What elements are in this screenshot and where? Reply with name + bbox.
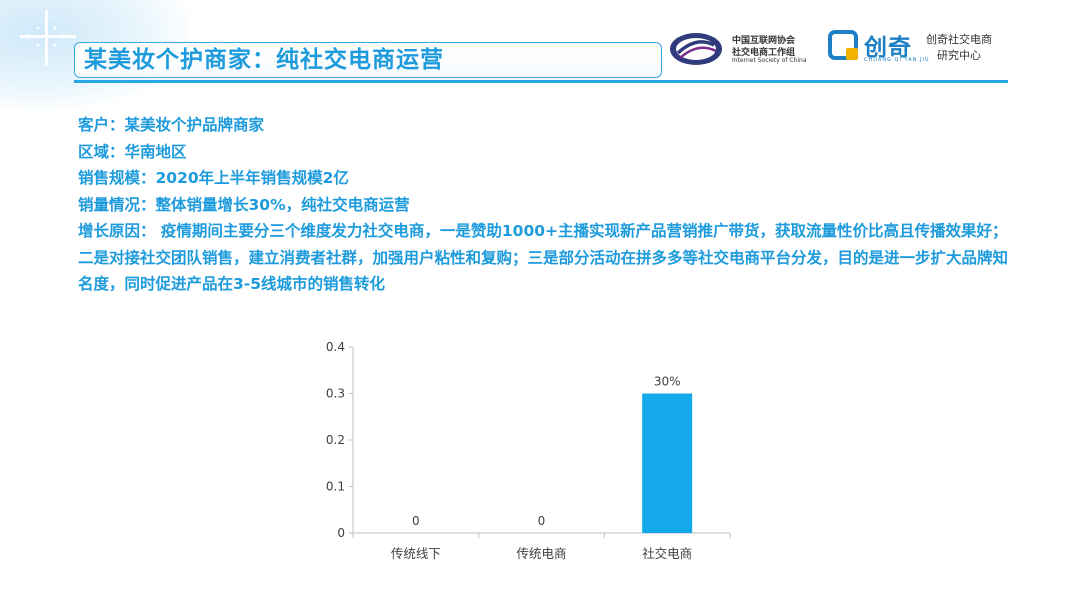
title-divider bbox=[74, 80, 1008, 83]
growth-bar-chart: 0 0.1 0.2 0.3 0.4 0 传统线下 0 传统电商 30% 社交电商 bbox=[326, 340, 731, 561]
chuangqi-logo-name: 创奇 bbox=[864, 35, 912, 61]
sales-scale-line: 销售规模：2020年上半年销售规模2亿 bbox=[78, 169, 349, 187]
chuangqi-logo-icon bbox=[828, 30, 858, 60]
isc-logo-line2: 社交电商工作组 bbox=[732, 48, 796, 58]
sparkle-decoration-icon bbox=[20, 10, 76, 66]
customer-line: 客户：某美妆个护品牌商家 bbox=[78, 116, 265, 134]
y-tick-label: 0.2 bbox=[326, 433, 345, 447]
isc-logo-line1: 中国互联网协会 bbox=[732, 36, 796, 46]
region-line: 区域：华南地区 bbox=[78, 142, 187, 161]
x-category-label: 传统线下 bbox=[391, 546, 441, 561]
y-tick-label: 0.1 bbox=[326, 480, 345, 494]
data-label: 0 bbox=[412, 514, 420, 528]
growth-reason-paragraph: 增长原因： 疫情期间主要分三个维度发力社交电商，一是赞助1000+主播实现新产品… bbox=[78, 222, 1009, 293]
page-title: 某美妆个护商家：纯社交电商运营 bbox=[84, 47, 444, 73]
chuangqi-center-line1: 创奇社交电商 bbox=[926, 33, 992, 46]
bar-3 bbox=[642, 393, 693, 533]
y-tick-label: 0.4 bbox=[326, 340, 345, 354]
volume-line: 销量情况：整体销量增长30%，纯社交电商运营 bbox=[78, 195, 410, 214]
y-tick-label: 0.3 bbox=[326, 387, 345, 401]
x-category-label: 社交电商 bbox=[642, 546, 692, 561]
case-description: 客户：某美妆个护品牌商家 区域：华南地区 销售规模：2020年上半年销售规模2亿… bbox=[78, 112, 1018, 298]
chuangqi-center-line2: 研究中心 bbox=[937, 49, 981, 62]
data-label: 0 bbox=[538, 514, 546, 528]
isc-logo-icon bbox=[670, 33, 722, 65]
title-frame bbox=[74, 42, 662, 78]
y-tick-label: 0 bbox=[337, 526, 345, 540]
chuangqi-logo-pinyin: CHUANG QI YAN JIU bbox=[864, 57, 930, 63]
data-label: 30% bbox=[654, 375, 681, 389]
isc-logo-english: Internet Society of China bbox=[732, 57, 807, 64]
x-category-label: 传统电商 bbox=[516, 546, 566, 561]
